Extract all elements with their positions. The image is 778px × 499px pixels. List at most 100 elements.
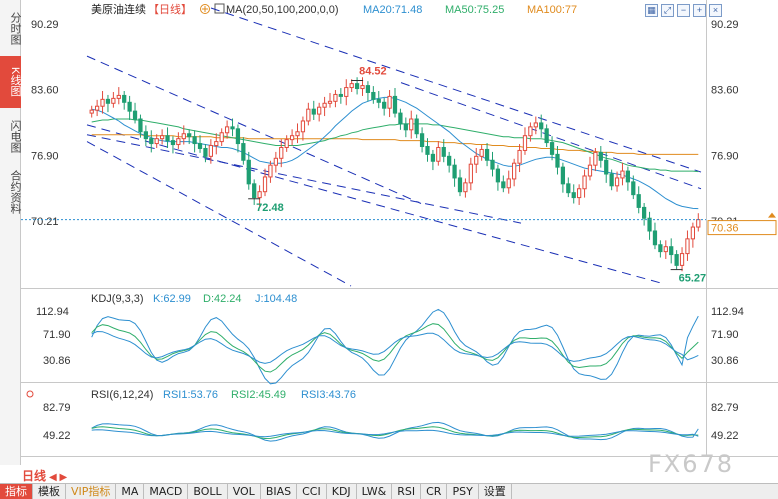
candle-down: [241, 143, 246, 161]
tab-flash-chart[interactable]: 闪电图: [9, 119, 21, 153]
tab-psy[interactable]: PSY: [447, 484, 479, 499]
candle-down: [495, 168, 501, 183]
tab-rsi[interactable]: RSI: [392, 484, 422, 499]
rsi-label: RSI(6,12,24): [91, 389, 153, 401]
candle-down: [566, 183, 571, 194]
chart-area[interactable]: 美原油连续 【日线】 MA(20,50,100,200,0,0) MA20:71…: [21, 0, 778, 465]
candle-up: [517, 149, 522, 164]
tab-kline[interactable]: K线图: [0, 56, 21, 108]
current-price-arrow-icon: [768, 212, 776, 218]
rsi2-value: RSI2:45.49: [231, 389, 286, 401]
period-arrows-icon[interactable]: ◀ ▶: [49, 472, 68, 483]
candle-up: [344, 87, 349, 97]
candles: [89, 77, 701, 272]
candle-down: [441, 146, 446, 157]
candle-down: [354, 83, 360, 90]
candle-down: [365, 85, 371, 93]
candle-up: [522, 135, 528, 151]
candle-up: [587, 164, 593, 177]
annotation-label: 72.48: [256, 202, 284, 214]
kdj-k-line: [91, 323, 699, 373]
tab-ma[interactable]: MA: [116, 484, 145, 499]
kdj-k-value: K:62.99: [153, 293, 191, 305]
candle-up: [528, 126, 533, 137]
grid-icon[interactable]: ▦: [645, 4, 658, 17]
expand-icon[interactable]: ⤢: [661, 4, 674, 17]
candle-up: [463, 182, 468, 193]
candle-up: [306, 108, 311, 122]
minus-icon[interactable]: −: [677, 4, 690, 17]
tab-kdj[interactable]: KDJ: [327, 484, 357, 499]
candle-up: [349, 83, 354, 89]
tab-vol[interactable]: VOL: [228, 484, 261, 499]
candle-up: [111, 97, 116, 104]
candle-down: [138, 118, 143, 133]
candle-down: [609, 173, 614, 187]
candle-down: [105, 98, 111, 104]
plus-icon[interactable]: +: [693, 4, 706, 17]
channel-bottom-early: [86, 141, 352, 287]
ma50-value: MA50:75.25: [445, 4, 504, 16]
candle-down: [403, 123, 408, 131]
candle-down: [636, 194, 641, 208]
rsi-tick-right: 49.22: [711, 430, 739, 442]
tab-cr[interactable]: CR: [421, 484, 448, 499]
tab-bias[interactable]: BIAS: [261, 484, 298, 499]
tab-boll[interactable]: BOLL: [188, 484, 228, 499]
annotation-label: 65.27: [679, 273, 707, 285]
chart-toolbar: ▦ ⤢ − + ×: [645, 4, 722, 17]
candle-up: [685, 238, 690, 255]
candle-up: [100, 98, 105, 107]
candle-up: [479, 148, 484, 157]
kdj-tick-left: 71.90: [43, 329, 71, 341]
candle-up: [176, 138, 181, 146]
candle-up: [262, 176, 268, 193]
y-tick-label-left: 83.60: [31, 85, 59, 97]
candle-up: [322, 102, 327, 108]
candle-up: [268, 164, 273, 178]
candle-up: [327, 100, 333, 104]
tab-timeshare[interactable]: 分时图: [9, 11, 21, 45]
rsi-tick-right: 82.79: [711, 402, 739, 414]
candle-down: [571, 192, 576, 199]
candle-up: [224, 126, 230, 134]
tab-contract-info[interactable]: 合约资料: [9, 170, 21, 214]
kdj-tick-right: 112.94: [711, 306, 744, 318]
candle-down: [631, 181, 636, 196]
candle-down: [452, 164, 457, 179]
y-tick-label-left: 70.21: [31, 216, 59, 228]
rsi-lines: [91, 421, 699, 442]
close-icon[interactable]: ×: [709, 4, 722, 17]
candle-down: [252, 183, 257, 199]
period-selector[interactable]: 日线 ◀ ▶: [22, 467, 67, 484]
tab-macd[interactable]: MACD: [144, 484, 189, 499]
tab-vip-indicators[interactable]: VIP指标: [66, 484, 117, 499]
candle-up: [409, 118, 414, 131]
candle-down: [484, 148, 490, 161]
add-indicator-icon[interactable]: [200, 4, 210, 14]
tab-settings[interactable]: 设置: [479, 484, 512, 499]
candle-up: [387, 95, 392, 109]
tab-indicators[interactable]: 指标: [0, 484, 33, 499]
tab-cci[interactable]: CCI: [297, 484, 327, 499]
current-price-label: 70.36: [711, 223, 739, 235]
channel-upper-late: [400, 82, 702, 190]
candle-down: [122, 94, 127, 103]
rsi3-line: [91, 429, 699, 438]
candle-up: [614, 177, 620, 187]
indicator-tab-bar: 指标 模板 VIP指标 MA MACD BOLL VOL BIAS CCI KD…: [0, 483, 778, 499]
sun-icon[interactable]: [26, 390, 34, 398]
ma-settings-icon[interactable]: [214, 3, 225, 14]
tab-lwr[interactable]: LW&: [357, 484, 393, 499]
candle-down: [539, 122, 544, 130]
candle-up: [679, 253, 685, 266]
candle-down: [425, 146, 430, 155]
candle-down: [549, 142, 555, 155]
watermark: FX678: [648, 450, 735, 478]
rsi-tick-left: 49.22: [43, 430, 71, 442]
candle-down: [235, 128, 241, 145]
candle-down: [230, 126, 235, 130]
candle-up: [696, 219, 701, 228]
rsi3-value: RSI3:43.76: [301, 389, 356, 401]
tab-templates[interactable]: 模板: [33, 484, 66, 499]
